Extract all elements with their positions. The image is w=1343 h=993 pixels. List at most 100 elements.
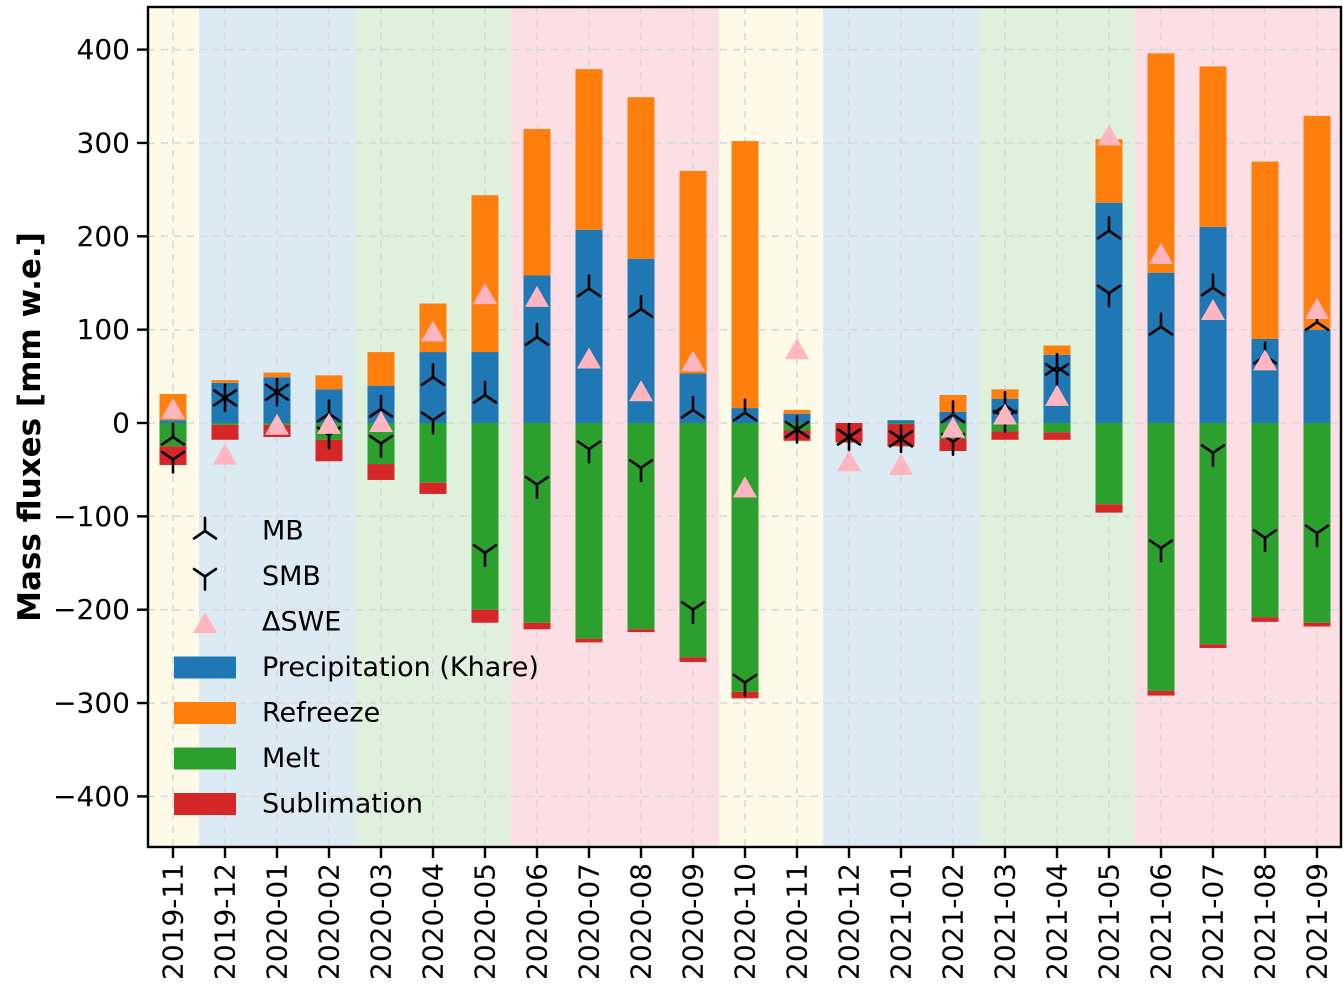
y-axis-label: Mass fluxes [mm w.e.] [12,232,48,622]
bar-sublimation [211,424,239,440]
bar-refreeze [679,170,707,374]
dswe-marker [265,413,289,435]
y-tick-label: 200 [77,220,130,253]
y-tick-label: −100 [53,500,130,533]
bar-refreeze [1199,66,1227,227]
bar-refreeze [367,352,395,386]
mb-marker [1096,216,1122,240]
bar-melt [731,423,759,692]
y-tick-labels: 400 300 200 100 0 −100 −200 −300 −400 [53,33,130,813]
x-tick-label: 2021-07 [1197,863,1230,980]
x-tick-label: 2021-01 [885,863,918,980]
bar-sublimation [315,439,343,462]
dswe-marker [1149,242,1173,264]
smb-marker [1096,284,1122,308]
bar-refreeze [575,69,603,230]
mb-marker [1148,312,1174,336]
legend-label: Refreeze [262,698,380,729]
smb-marker [1200,444,1226,468]
smb-marker [264,383,290,407]
mb-marker [836,422,862,446]
y-tick-label: 100 [77,313,130,346]
x-tick-label: 2020-07 [573,863,606,980]
smb-marker [888,430,914,454]
dswe-marker [1097,124,1121,146]
mb-marker [784,415,810,439]
x-tick-label: 2020-04 [417,863,450,980]
bar-sublimation [367,464,395,480]
bar-refreeze [731,141,759,409]
bar-precipitation [731,408,759,423]
legend-label: SMB [262,561,321,592]
dswe-marker [941,416,965,438]
mb-marker [212,383,238,407]
y-tick-label: −400 [53,780,130,813]
x-tick-label: 2021-08 [1249,863,1282,980]
bar-refreeze [263,372,291,378]
mb-marker [1044,352,1070,376]
x-tick-label: 2021-06 [1145,863,1178,980]
mb-marker [680,395,706,419]
bar-precipitation [1147,272,1175,423]
mb-marker [732,398,758,422]
smb-marker [524,475,550,499]
legend-swatch [174,702,236,724]
mb-marker [192,516,218,540]
mb-marker [576,274,602,298]
dswe-marker [993,403,1017,425]
legend-label: MB [262,516,304,547]
bar-melt [523,423,551,623]
dswe-marker [473,283,497,305]
bar-sublimation [1147,690,1175,696]
bar-sublimation [575,638,603,643]
smb-marker [420,411,446,435]
bar-sublimation [627,629,655,633]
bar-melt [211,423,239,425]
bar-precipitation [1199,226,1227,423]
bar-melt [1095,423,1123,505]
x-tick-label: 2019-12 [209,863,242,980]
legend-swatch [174,656,236,679]
bar-precipitation [575,229,603,423]
legend-label: Sublimation [262,789,423,820]
bar-melt [471,423,499,610]
x-tick-label: 2020-08 [625,863,658,980]
x-tick-label: 2020-05 [469,863,502,980]
legend-label: Melt [262,743,320,774]
mb-marker [1200,273,1226,297]
bar-refreeze [783,409,811,414]
x-tick-label: 2019-11 [157,863,190,980]
legend: MB SMB ΔSWE Precipitation (Khare) Refreeze Me… [174,516,539,820]
bar-sublimation [159,446,187,466]
y-tick-label: −300 [53,687,130,720]
x-tick-label: 2020-10 [729,863,762,980]
bar-precipitation [887,420,915,423]
bar-refreeze [211,380,239,383]
bar-sublimation [1251,617,1279,622]
dswe-marker [629,380,653,402]
bar-melt [1251,423,1279,618]
mb-marker [316,399,342,423]
smb-marker [680,600,706,624]
bar-refreeze [1095,139,1123,203]
bar-refreeze [315,375,343,390]
smb-marker [784,420,810,444]
dswe-marker [837,450,861,472]
smb-marker [576,440,602,464]
x-tick-label: 2021-02 [937,863,970,980]
x-tick-label: 2020-12 [833,863,866,980]
dswe-marker [317,412,341,434]
mb-marker [888,424,914,448]
smb-marker [628,459,654,483]
bar-sublimation [1043,432,1071,440]
bar-refreeze [1147,53,1175,273]
mb-marker [472,380,498,404]
mb-marker [940,400,966,424]
smb-marker [836,428,862,452]
mb-marker [264,377,290,401]
dswe-marker [1305,298,1329,320]
bar-refreeze [1303,115,1331,330]
